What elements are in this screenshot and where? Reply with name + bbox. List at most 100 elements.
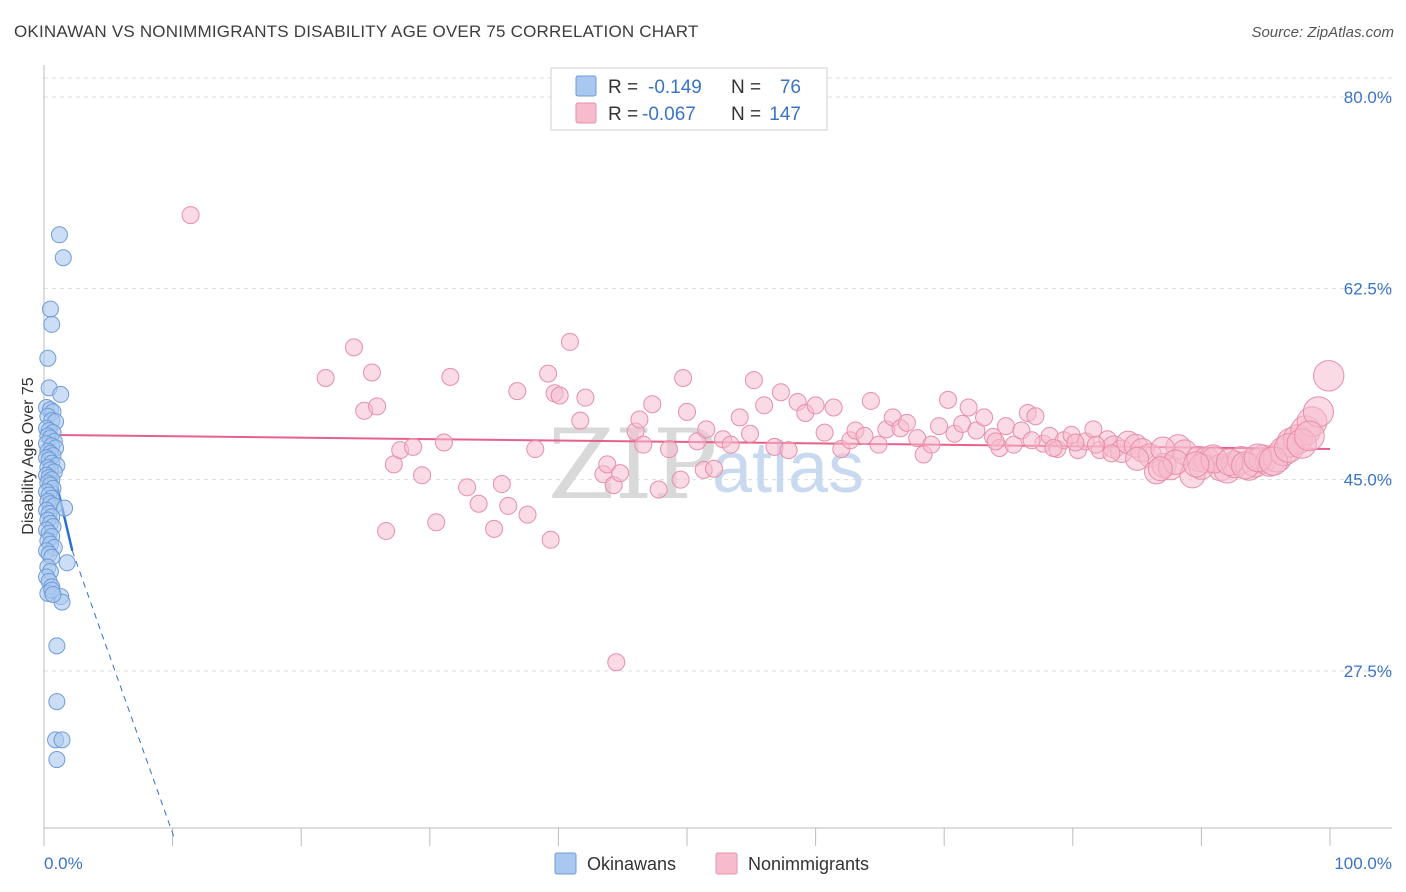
nonimmigrants-point-21	[526, 440, 545, 459]
legend-box	[550, 67, 828, 131]
nonimmigrants-point-12	[434, 433, 453, 452]
nonimmigrants-point-4	[362, 363, 381, 382]
nonimmigrants-point-42	[688, 432, 707, 451]
nonimmigrants-point-24	[541, 530, 560, 549]
nonimmigrants-point-28	[576, 388, 595, 407]
nonimmigrants-point-27	[571, 411, 590, 430]
nonimmigrants-point-83	[1004, 435, 1023, 454]
nonimmigrants-point-77	[959, 398, 978, 417]
nonimmigrants-point-2	[344, 338, 363, 357]
nonimmigrants-point-0	[181, 206, 200, 225]
x-tick-label-0: 0.0%	[44, 854, 83, 873]
bottom-legend-okinawans: Okinawans	[587, 854, 676, 874]
nonimmigrants-point-40	[674, 368, 693, 387]
bottom-legend-swatch-nonimmigrants	[715, 852, 738, 875]
nonimmigrants-point-144	[1066, 433, 1085, 452]
nonimmigrants-point-143	[1086, 435, 1105, 454]
nonimmigrants-point-53	[771, 383, 790, 402]
okinawans-point-4	[39, 349, 57, 367]
nonimmigrants-point-20	[518, 505, 537, 524]
nonimmigrants-point-36	[643, 395, 662, 414]
nonimmigrants-point-34	[630, 410, 649, 429]
nonimmigrants-point-57	[806, 396, 825, 415]
nonimmigrants-point-39	[671, 470, 690, 489]
nonimmigrants-point-139	[1125, 446, 1150, 471]
chart-title: OKINAWAN VS NONIMMIGRANTS DISABILITY AGE…	[14, 22, 699, 41]
nonimmigrants-point-63	[855, 426, 874, 445]
okinawans-point-6	[52, 385, 70, 403]
okinawans-point-75	[44, 585, 62, 603]
nonimmigrants-point-141	[1183, 451, 1210, 478]
bottom-legend-swatch-okinawans	[554, 852, 577, 875]
okinawans-point-60	[58, 554, 76, 572]
y-tick-label-3: 80.0%	[1344, 88, 1392, 107]
nonimmigrants-point-54	[779, 441, 798, 460]
okinawans-point-70	[48, 637, 66, 655]
legend-n-value-2: 147	[769, 104, 801, 125]
nonimmigrants-point-37	[649, 480, 668, 499]
nonimmigrants-point-59	[824, 398, 843, 417]
nonimmigrants-point-127	[1312, 360, 1345, 392]
nonimmigrants-point-25	[550, 386, 569, 405]
nonimmigrants-point-22	[539, 364, 558, 383]
nonimmigrants-point-14	[458, 478, 477, 497]
nonimmigrants-point-51	[755, 396, 774, 415]
nonimmigrants-point-86	[1026, 407, 1045, 426]
nonimmigrants-point-79	[975, 408, 994, 427]
nonimmigrants-series	[181, 206, 1345, 672]
okinawans-point-44	[56, 499, 74, 517]
legend-n-label-2: N =	[731, 104, 761, 125]
y-axis-label: Disability Age Over 75	[20, 377, 37, 535]
nonimmigrants-point-16	[485, 519, 504, 538]
nonimmigrants-point-64	[861, 391, 880, 410]
y-tick-label-1: 45.0%	[1344, 471, 1392, 490]
nonimmigrants-point-94	[1084, 420, 1103, 439]
nonimmigrants-point-50	[744, 371, 763, 390]
legend-swatch-okinawans	[575, 75, 597, 97]
okinawans-point-2	[41, 300, 59, 318]
legend-r-label-2: R =	[608, 104, 638, 125]
okinawans-point-1	[54, 249, 72, 267]
nonimmigrants-point-41	[678, 402, 696, 421]
nonimmigrants-point-65	[869, 435, 888, 454]
okinawans-point-0	[50, 226, 68, 244]
legend-n-label-1: N =	[731, 77, 761, 98]
x-tick-label-1: 100.0%	[1334, 854, 1392, 873]
nonimmigrants-point-32	[611, 464, 630, 483]
series-legend: Okinawans Nonimmigrants	[554, 852, 869, 875]
nonimmigrants-point-9	[404, 437, 423, 456]
nonimmigrants-point-49	[741, 424, 760, 443]
nonimmigrants-point-72	[922, 435, 941, 454]
okinawans-point-3	[43, 315, 61, 333]
legend-r-label-1: R =	[608, 77, 638, 98]
nonimmigrants-point-38	[659, 440, 678, 459]
nonimmigrants-point-30	[598, 455, 617, 474]
tick-labels: 27.5% 45.0% 62.5% 80.0% 0.0% 100.0%	[44, 88, 1392, 873]
nonimmigrants-point-13	[441, 367, 460, 386]
nonimmigrants-point-142	[1102, 444, 1121, 463]
correlation-legend: R = -0.149 N = 76 R = -0.067 N = 147	[550, 67, 828, 131]
nonimmigrants-point-147	[986, 432, 1005, 451]
nonimmigrants-point-146	[1022, 431, 1041, 450]
nonimmigrants-point-73	[930, 417, 949, 436]
okinawans-point-71	[48, 693, 66, 711]
okinawans-point-74	[48, 751, 66, 769]
legend-r-value-2: -0.067	[642, 104, 696, 125]
y-tick-label-0: 27.5%	[1344, 662, 1392, 681]
nonimmigrants-point-44	[697, 420, 716, 439]
legend-r-value-1: -0.149	[648, 77, 702, 98]
okinawans-point-73	[53, 731, 71, 749]
gridlines	[44, 77, 1392, 672]
nonimmigrants-point-5	[368, 397, 387, 416]
nonimmigrants-point-48	[730, 408, 749, 427]
legend-n-value-1: 76	[780, 77, 801, 98]
legend-swatch-nonimmigrants	[575, 102, 597, 124]
okinawans-trend-extension	[71, 550, 176, 841]
nonimmigrants-point-35	[634, 435, 653, 454]
nonimmigrants-point-26	[560, 332, 579, 351]
nonimmigrants-point-10	[413, 466, 432, 485]
nonimmigrants-point-69	[897, 413, 916, 432]
nonimmigrants-point-47	[721, 435, 740, 454]
nonimmigrants-point-6	[377, 522, 396, 541]
